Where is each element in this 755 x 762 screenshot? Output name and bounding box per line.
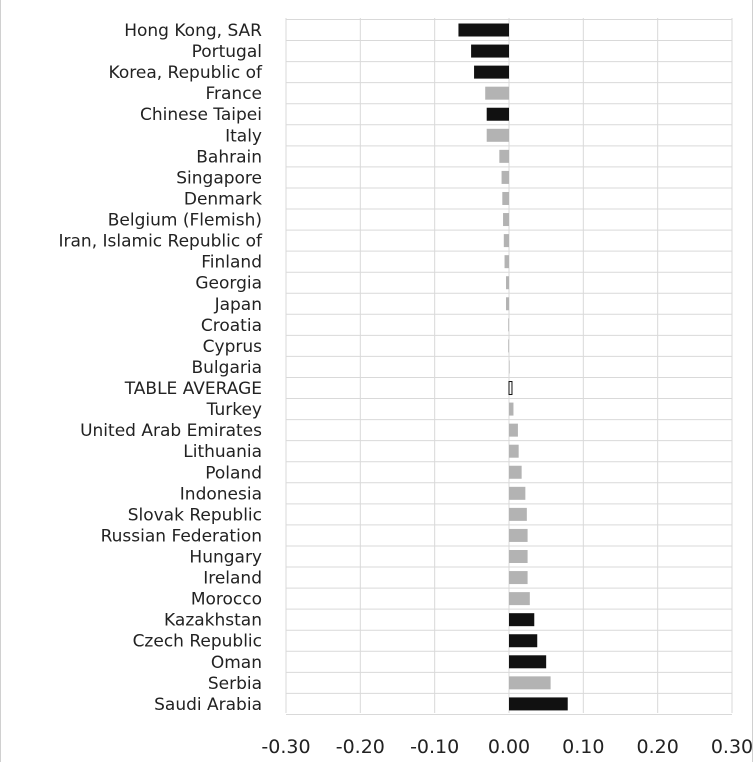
category-label: Finland (201, 253, 262, 273)
bar (501, 170, 509, 184)
category-label: Japan (214, 295, 262, 315)
bar (509, 486, 526, 500)
bar (509, 528, 528, 542)
bar (509, 571, 528, 585)
category-label: Singapore (176, 168, 262, 188)
x-tick-labels: -0.30 -0.20 -0.10 0.00 0.10 0.20 0.30 (261, 736, 753, 758)
bar (499, 149, 509, 163)
category-label: Czech Republic (133, 632, 262, 652)
bar (508, 339, 509, 353)
bar (506, 297, 509, 311)
category-label: Lithuania (183, 442, 262, 462)
category-label: Cyprus (203, 337, 262, 357)
category-label: Portugal (192, 42, 262, 62)
category-label: Turkey (206, 400, 262, 420)
bar (503, 213, 509, 227)
gridlines (285, 18, 733, 715)
category-label: Hong Kong, SAR (124, 21, 262, 41)
bar (509, 465, 522, 479)
bar (486, 128, 509, 142)
bar (509, 697, 568, 711)
category-label: United Arab Emirates (80, 421, 262, 441)
category-label: Indonesia (180, 484, 262, 504)
bar (504, 255, 509, 269)
bar (509, 655, 547, 669)
category-label: Morocco (191, 590, 262, 610)
category-label: Georgia (195, 274, 262, 294)
bar (486, 107, 509, 121)
category-label: Oman (211, 653, 262, 673)
x-tick-label: -0.10 (410, 736, 459, 758)
bar (509, 507, 527, 521)
bar (508, 318, 509, 332)
bar (509, 550, 528, 563)
bar (509, 444, 519, 458)
bar (502, 191, 509, 205)
category-label: Korea, Republic of (109, 63, 263, 83)
bar (474, 65, 509, 79)
category-label: Croatia (201, 316, 262, 336)
bar (509, 613, 535, 627)
category-label: Ireland (203, 569, 262, 589)
bar (509, 676, 551, 690)
category-label: Poland (205, 463, 262, 483)
category-label: Bulgaria (192, 358, 263, 378)
category-label: Belgium (Flemish) (108, 211, 262, 231)
category-label: Russian Federation (101, 526, 262, 546)
x-tick-label: 0.00 (488, 736, 530, 758)
bar (509, 360, 510, 374)
x-tick-label: -0.30 (261, 736, 310, 758)
category-label: France (205, 84, 262, 104)
category-label: Hungary (189, 548, 262, 568)
bar (509, 634, 538, 648)
category-label: Italy (225, 126, 262, 146)
bar (485, 86, 509, 100)
category-label: Serbia (208, 674, 262, 694)
bar (509, 592, 530, 606)
x-tick-label: 0.10 (562, 736, 604, 758)
category-label: TABLE AVERAGE (124, 379, 262, 399)
bar (471, 44, 509, 58)
bar (508, 381, 513, 396)
category-label: Bahrain (196, 147, 262, 167)
category-label: Iran, Islamic Republic of (59, 232, 264, 252)
bar (509, 423, 518, 437)
category-label: Slovak Republic (128, 505, 262, 525)
bar (509, 402, 514, 416)
bars (458, 23, 568, 711)
category-label: Saudi Arabia (154, 695, 262, 715)
category-label: Kazakhstan (164, 611, 262, 631)
category-label: Chinese Taipei (140, 105, 262, 125)
category-label: Denmark (184, 189, 262, 209)
x-tick-label: 0.30 (711, 736, 753, 758)
x-tick-label: 0.20 (637, 736, 679, 758)
bar (506, 276, 509, 290)
x-tick-label: -0.20 (336, 736, 385, 758)
bar (503, 234, 509, 248)
bar (458, 23, 509, 37)
